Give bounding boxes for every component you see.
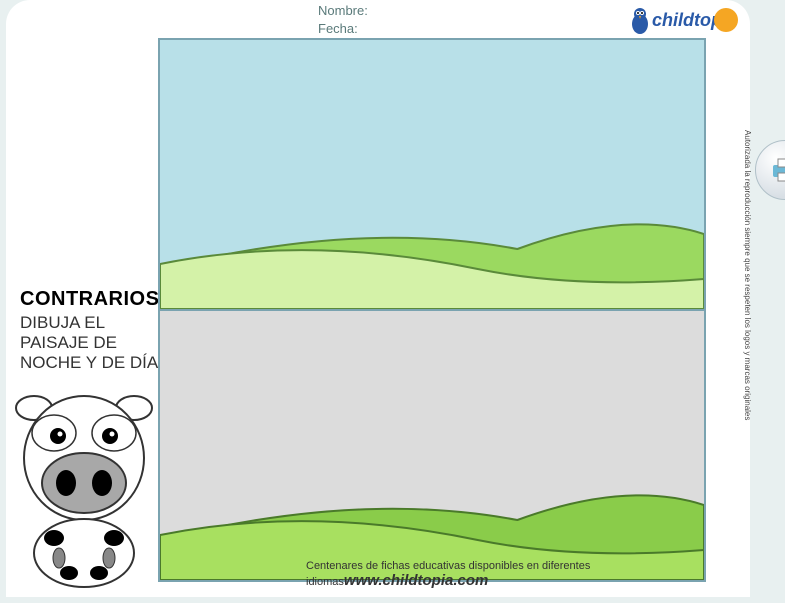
date-label: Fecha: xyxy=(318,20,368,38)
print-button[interactable] xyxy=(755,140,785,200)
worksheet-page: Nombre: Fecha: childtopia Autorizada la … xyxy=(6,0,750,597)
childtopia-logo: childtopia xyxy=(626,2,746,42)
day-hill-front xyxy=(160,239,704,309)
worksheet-instruction: DIBUJA EL PAISAJE DE NOCHE Y DE DÍA xyxy=(20,313,160,373)
footer-url: www.childtopia.com xyxy=(344,572,488,589)
cow-mascot-icon xyxy=(14,378,154,588)
name-label: Nombre: xyxy=(318,2,368,20)
worksheet-title: CONTRARIOS xyxy=(20,288,160,311)
drawing-area xyxy=(158,38,706,582)
day-panel xyxy=(159,39,705,310)
footer: Centenares de fichas educativas disponib… xyxy=(306,560,746,589)
header-labels: Nombre: Fecha: xyxy=(318,2,368,38)
night-panel xyxy=(159,310,705,581)
copyright-vertical: Autorizada la reproducción siempre que s… xyxy=(740,130,752,500)
printer-icon xyxy=(770,157,785,183)
logo-circle-icon xyxy=(714,8,738,32)
sidebar: CONTRARIOS DIBUJA EL PAISAJE DE NOCHE Y … xyxy=(20,288,160,373)
logo-bird-icon xyxy=(626,6,654,36)
